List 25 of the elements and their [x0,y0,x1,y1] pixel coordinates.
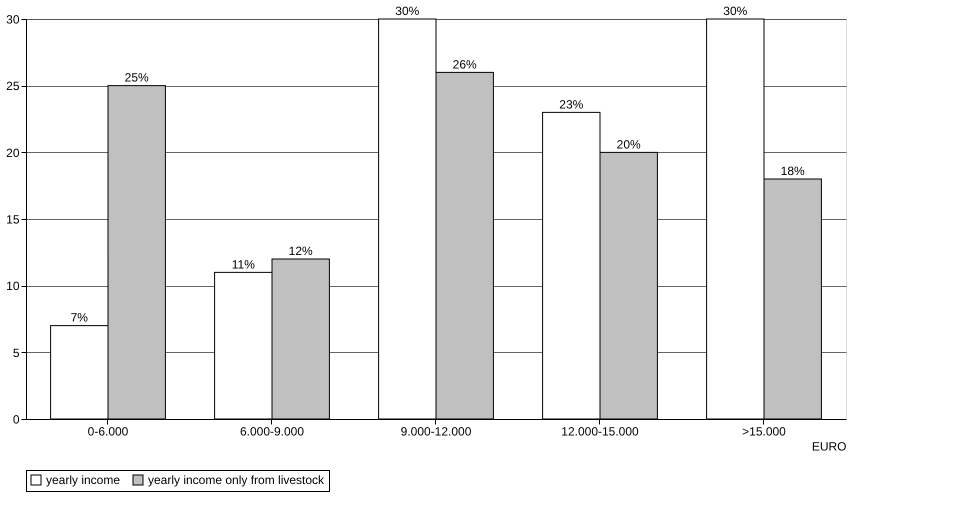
data-label: 12% [288,244,314,258]
data-label: 30% [723,4,748,18]
x-tick-label: >15.000 [742,424,786,438]
x-tick-label: 6.000-9.000 [240,424,304,438]
legend-label: yearly income [46,473,120,487]
x-tick-label: 9.000-12.000 [400,424,472,438]
y-tick-label: 5 [12,346,20,360]
y-tick-label: 10 [6,279,20,294]
data-label: 7% [70,310,88,325]
data-label: 25% [124,70,150,85]
data-label: 26% [452,57,478,72]
data-label: 23% [559,97,584,112]
data-label: 20% [616,137,642,152]
y-tick-label: 0 [12,412,20,426]
y-tick-label: 20 [6,146,20,160]
x-tick-label: 0-6.000 [88,424,129,438]
y-tick-label: 25 [6,79,20,94]
legend-label: yearly income only from livestock [148,473,326,487]
data-label: 18% [780,164,806,178]
x-axis-title: EURO [812,440,846,454]
x-tick-label: 12.000-15.000 [561,424,640,438]
y-tick-label: 30 [6,12,20,26]
data-label: 11% [232,257,256,272]
y-tick-label: 15 [6,212,20,226]
data-label: 30% [395,4,420,18]
